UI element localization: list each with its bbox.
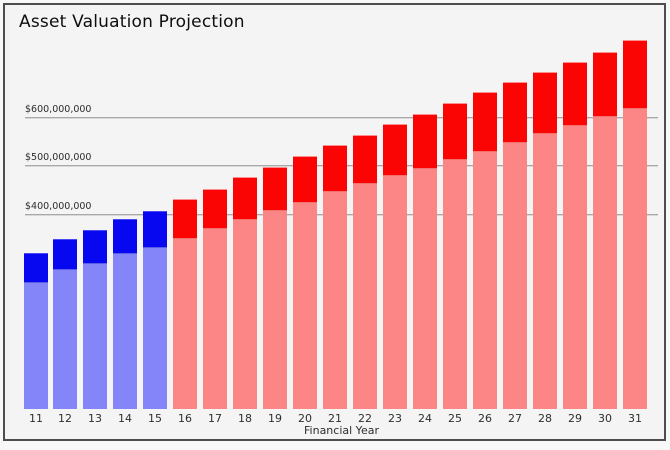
bar-year-31	[623, 40, 647, 409]
bar-year-25	[443, 103, 467, 409]
bar-year-26	[473, 92, 497, 409]
bar-top-segment	[24, 253, 48, 282]
x-tick-label: 11	[29, 412, 43, 425]
bar-base-segment	[443, 159, 467, 409]
x-tick-label: 20	[298, 412, 312, 425]
bar-base-segment	[173, 238, 197, 409]
bar-base-segment	[503, 142, 527, 409]
bar-year-12	[53, 239, 77, 409]
x-tick-label: 31	[628, 412, 642, 425]
bar-top-segment	[233, 177, 257, 219]
bar-base-segment	[623, 108, 647, 409]
bar-year-17	[203, 189, 227, 409]
bar-base-segment	[563, 125, 587, 409]
bar-base-segment	[24, 282, 48, 409]
bar-year-29	[563, 62, 587, 409]
bar-year-28	[533, 72, 557, 409]
bar-base-segment	[263, 210, 287, 409]
bar-base-segment	[383, 175, 407, 409]
x-tick-label: 24	[418, 412, 432, 425]
x-tick-label: 29	[568, 412, 582, 425]
bar-year-13	[83, 230, 107, 409]
bar-top-segment	[473, 92, 497, 151]
bar-top-segment	[323, 145, 347, 191]
x-tick-label: 28	[538, 412, 552, 425]
x-tick-label: 22	[358, 412, 372, 425]
x-tick-label: 18	[238, 412, 252, 425]
bar-top-segment	[83, 230, 107, 263]
bar-top-segment	[143, 211, 167, 247]
bar-year-11	[24, 253, 48, 409]
bar-top-segment	[383, 124, 407, 175]
x-axis-title: Financial Year	[304, 424, 379, 437]
bar-base-segment	[143, 247, 167, 409]
x-tick-label: 15	[148, 412, 162, 425]
x-tick-label: 12	[58, 412, 72, 425]
bar-top-segment	[263, 167, 287, 210]
bar-base-segment	[83, 263, 107, 409]
bar-top-segment	[173, 199, 197, 238]
bar-year-21	[323, 145, 347, 409]
x-tick-label: 17	[208, 412, 222, 425]
y-tick-label: $500,000,000	[25, 152, 92, 163]
bar-year-24	[413, 114, 437, 409]
bar-top-segment	[563, 62, 587, 125]
bar-year-16	[173, 199, 197, 409]
bar-top-segment	[203, 189, 227, 228]
bar-base-segment	[353, 183, 377, 409]
bar-year-22	[353, 135, 377, 409]
bar-base-segment	[533, 133, 557, 409]
x-tick-label: 27	[508, 412, 522, 425]
x-tick-label: 23	[388, 412, 402, 425]
bar-top-segment	[533, 72, 557, 133]
bar-year-20	[293, 156, 317, 409]
gridline-600m	[25, 117, 658, 118]
x-tick-label: 19	[268, 412, 282, 425]
x-tick-label: 30	[598, 412, 612, 425]
bar-top-segment	[353, 135, 377, 183]
bar-top-segment	[443, 103, 467, 159]
y-tick-label: $400,000,000	[25, 201, 92, 212]
bar-year-30	[593, 52, 617, 409]
bar-year-18	[233, 177, 257, 409]
bar-top-segment	[413, 114, 437, 168]
bar-year-15	[143, 211, 167, 409]
bar-year-14	[113, 219, 137, 409]
bar-base-segment	[53, 269, 77, 409]
bar-base-segment	[413, 168, 437, 409]
bar-year-27	[503, 82, 527, 409]
bar-top-segment	[293, 156, 317, 202]
bar-top-segment	[53, 239, 77, 269]
chart-title: Asset Valuation Projection	[19, 12, 245, 32]
x-tick-label: 25	[448, 412, 462, 425]
bar-base-segment	[233, 219, 257, 409]
bar-year-23	[383, 124, 407, 409]
bar-base-segment	[203, 228, 227, 409]
bar-top-segment	[593, 52, 617, 116]
bar-base-segment	[293, 202, 317, 409]
bar-top-segment	[113, 219, 137, 253]
bar-year-19	[263, 167, 287, 409]
x-tick-label: 13	[88, 412, 102, 425]
x-tick-label: 26	[478, 412, 492, 425]
bar-base-segment	[323, 191, 347, 409]
x-tick-label: 16	[178, 412, 192, 425]
bar-base-segment	[113, 253, 137, 409]
bar-base-segment	[473, 151, 497, 409]
x-tick-label: 21	[328, 412, 342, 425]
bar-top-segment	[503, 82, 527, 142]
y-tick-label: $600,000,000	[25, 104, 92, 115]
x-tick-label: 14	[118, 412, 132, 425]
bar-base-segment	[593, 116, 617, 409]
bar-top-segment	[623, 40, 647, 108]
